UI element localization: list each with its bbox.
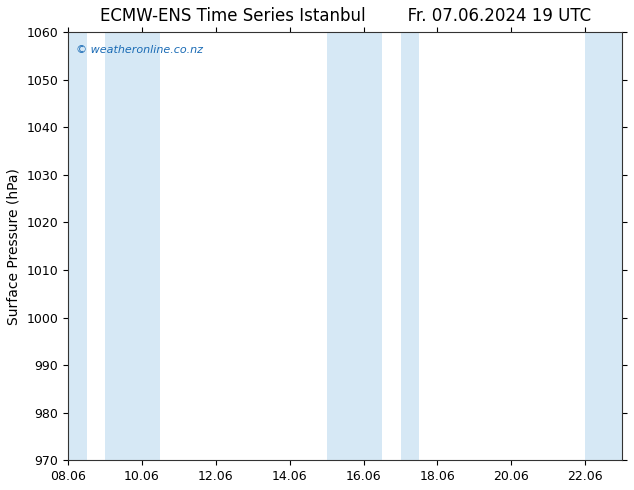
- Bar: [327, 32, 382, 460]
- Title: ECMW-ENS Time Series Istanbul        Fr. 07.06.2024 19 UTC: ECMW-ENS Time Series Istanbul Fr. 07.06.…: [100, 7, 591, 25]
- Bar: [401, 32, 419, 460]
- Y-axis label: Surface Pressure (hPa): Surface Pressure (hPa): [7, 168, 21, 325]
- Text: © weatheronline.co.nz: © weatheronline.co.nz: [77, 45, 204, 55]
- Bar: [585, 32, 622, 460]
- Bar: [105, 32, 160, 460]
- Bar: [68, 32, 87, 460]
